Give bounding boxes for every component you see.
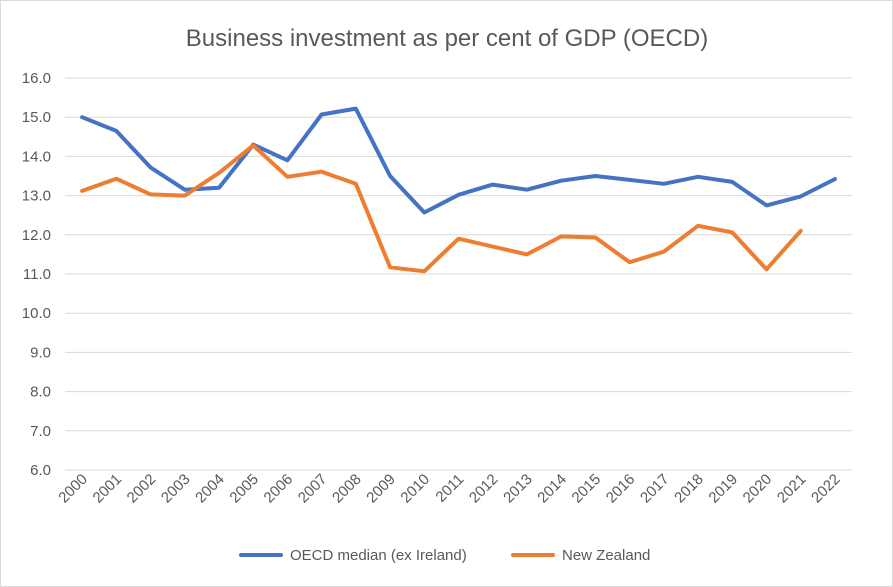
y-tick-label: 7.0 [30,423,51,440]
series-line-oecd-median [80,106,837,215]
x-tick-label: 2022 [808,471,844,507]
x-tick-label: 2012 [466,471,502,507]
gridlines [65,77,852,471]
legend-label: New Zealand [562,547,650,564]
x-tick-label: 2007 [295,471,331,507]
x-tick-label: 2008 [329,471,365,507]
y-tick-label: 12.0 [22,227,51,244]
x-tick-label: 2003 [158,471,194,507]
series-line-new-zealand [80,143,803,274]
x-tick-label: 2016 [603,471,639,507]
legend: OECD median (ex Ireland) New Zealand [239,547,650,564]
x-tick-label: 2006 [261,471,297,507]
legend-label: OECD median (ex Ireland) [290,547,467,564]
x-tick-label: 2018 [671,471,707,507]
x-tick-label: 2000 [55,471,91,507]
y-tick-label: 11.0 [23,266,51,283]
x-tick-label: 2002 [124,471,160,507]
y-tick-label: 9.0 [30,344,51,361]
x-tick-label: 2020 [740,471,776,507]
y-axis-ticks: 6.0 7.0 8.0 9.0 10.0 11.0 12.0 13.0 14.0 15.0 16.0 [22,70,51,479]
x-tick-label: 2009 [363,471,399,507]
chart-title: Business investment as per cent of GDP (… [186,25,708,52]
x-tick-label: 2010 [397,471,433,507]
x-axis-ticks: 2000200120022003200420052006200720082009… [55,471,843,507]
x-tick-label: 2001 [90,471,126,507]
y-tick-label: 6.0 [30,462,51,479]
x-tick-label: 2013 [500,471,536,507]
x-tick-label: 2015 [569,471,605,507]
y-tick-label: 8.0 [30,384,51,401]
y-tick-label: 10.0 [22,305,51,322]
y-tick-label: 15.0 [22,109,51,126]
x-tick-label: 2005 [226,471,262,507]
x-tick-label: 2021 [774,471,810,507]
x-tick-label: 2017 [637,471,673,507]
x-tick-label: 2011 [432,471,467,506]
x-tick-label: 2004 [192,471,228,507]
x-tick-label: 2019 [705,471,741,507]
y-tick-label: 13.0 [22,188,51,205]
y-tick-label: 16.0 [22,70,51,87]
y-tick-label: 14.0 [22,148,51,165]
series-lines [80,106,837,274]
x-tick-label: 2014 [534,471,570,507]
